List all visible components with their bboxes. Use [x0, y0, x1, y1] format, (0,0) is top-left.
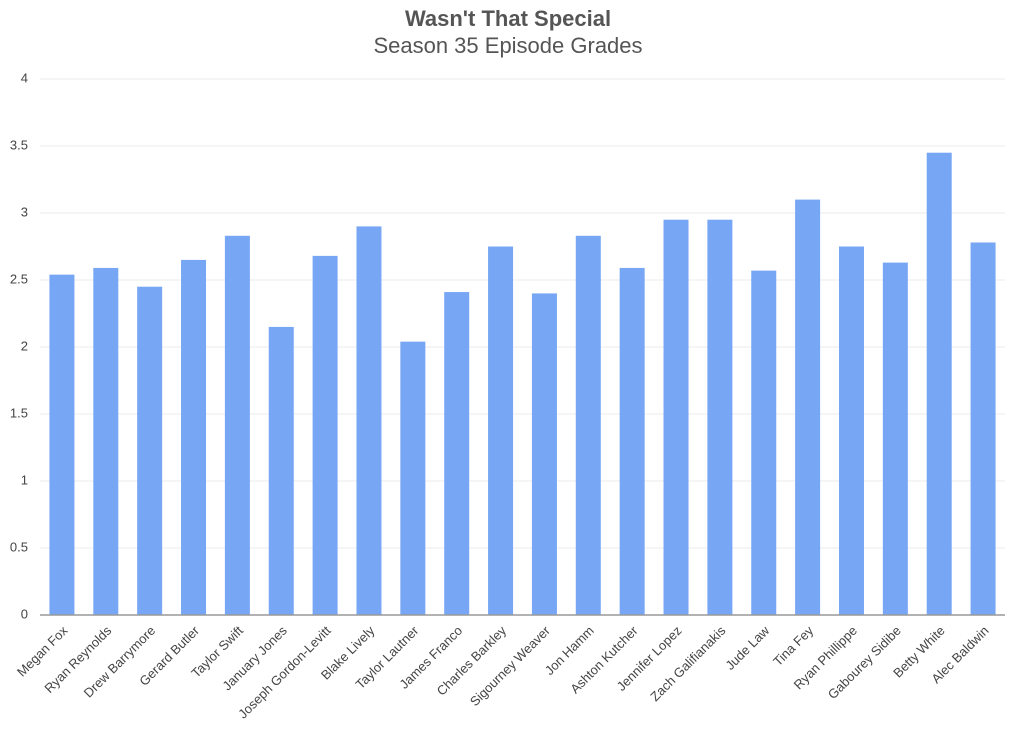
bar [926, 152, 952, 615]
bar [663, 219, 689, 615]
bar [444, 292, 470, 615]
y-tick-label: 3.5 [10, 137, 28, 152]
bar [224, 235, 250, 615]
bar [400, 341, 426, 615]
y-tick-label: 0 [21, 606, 28, 621]
bar [838, 246, 864, 615]
bar [751, 270, 777, 615]
y-tick-label: 3 [21, 204, 28, 219]
bar [356, 226, 382, 615]
bar [49, 274, 75, 615]
y-tick-label: 0.5 [10, 539, 28, 554]
bar [882, 262, 908, 615]
x-tick-label: Zach Galifianakis [647, 623, 728, 704]
y-tick-label: 2.5 [10, 271, 28, 286]
y-tick-label: 1.5 [10, 405, 28, 420]
bar [93, 267, 119, 615]
bar [707, 219, 733, 615]
chart-subtitle: Season 35 Episode Grades [373, 33, 642, 58]
bar [488, 246, 514, 615]
bar [575, 235, 601, 615]
y-tick-label: 4 [21, 70, 28, 85]
y-tick-label: 1 [21, 472, 28, 487]
x-tick-label: Jude Law [722, 623, 772, 673]
bar [795, 199, 821, 615]
x-tick-label: Sigourney Weaver [467, 622, 554, 709]
y-tick-label: 2 [21, 338, 28, 353]
bar [268, 326, 294, 615]
bar [312, 255, 338, 615]
bar [531, 293, 557, 615]
bar [970, 242, 996, 616]
bar [137, 286, 163, 615]
bar [619, 267, 645, 615]
chart-title: Wasn't That Special [405, 6, 611, 31]
bar [181, 259, 207, 615]
